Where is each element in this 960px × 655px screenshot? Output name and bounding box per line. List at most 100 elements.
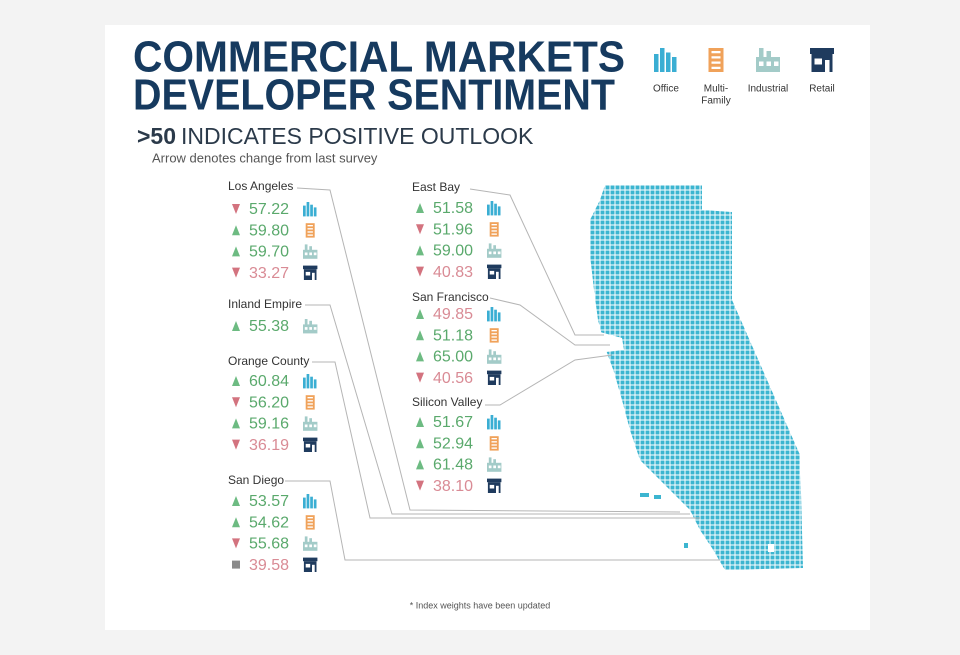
icon-part xyxy=(309,424,312,428)
icon-part xyxy=(313,544,317,548)
island xyxy=(654,495,661,499)
icon-part xyxy=(487,370,502,375)
icon-part xyxy=(493,357,496,361)
icon-part xyxy=(711,61,721,64)
sector-icon xyxy=(487,478,502,493)
icon-part xyxy=(489,270,495,275)
sector-icon xyxy=(303,557,318,572)
sector-icon xyxy=(654,48,677,72)
region-name: Silicon Valley xyxy=(412,395,482,409)
sector-icon xyxy=(489,328,499,343)
arrow-up xyxy=(416,438,424,449)
icon-part xyxy=(313,252,317,256)
icon-part xyxy=(309,538,312,543)
icon-part xyxy=(711,56,721,59)
arrow-up xyxy=(416,417,424,427)
arrow-down xyxy=(232,439,240,450)
icon-part xyxy=(496,377,499,385)
icon-part xyxy=(494,203,497,216)
icon-part xyxy=(303,561,317,572)
icon-part xyxy=(304,536,308,543)
legend-label: Retail xyxy=(809,84,835,95)
icon-part xyxy=(304,424,308,428)
region-name: San Diego xyxy=(228,473,284,487)
icon-part xyxy=(711,51,721,54)
arrow-up xyxy=(416,203,424,213)
icon-part xyxy=(305,271,311,276)
lake xyxy=(768,544,774,552)
icon-part xyxy=(310,496,313,509)
icon-part xyxy=(307,397,313,399)
legend-label: Industrial xyxy=(748,84,789,95)
region-name: Orange County xyxy=(228,354,309,368)
icon-part xyxy=(491,339,497,341)
icon-part xyxy=(303,377,306,389)
icon-part xyxy=(303,437,318,442)
icon-part xyxy=(304,244,308,251)
icon-part xyxy=(488,243,492,250)
region-name: Inland Empire xyxy=(228,297,302,311)
arrow-down xyxy=(232,397,240,408)
icon-part xyxy=(305,395,315,410)
icon-part xyxy=(493,245,496,250)
sector-icon xyxy=(487,457,502,472)
sentiment-value: 49.85 xyxy=(433,306,473,323)
subtitle-emphasis: >50 xyxy=(137,123,176,149)
island xyxy=(640,493,649,497)
icon-part xyxy=(487,482,501,493)
sector-icon xyxy=(303,202,317,217)
arrow-up xyxy=(232,321,240,331)
arrow-up xyxy=(232,225,240,236)
arrow-up xyxy=(232,517,240,528)
icon-part xyxy=(305,563,311,568)
icon-part xyxy=(309,544,312,548)
sentiment-value: 54.62 xyxy=(249,514,289,531)
leader-lines xyxy=(285,187,720,561)
icon-part xyxy=(491,224,497,226)
arrow-up xyxy=(232,246,240,257)
icon-part xyxy=(489,376,495,381)
icon-part xyxy=(491,330,497,332)
arrow-down xyxy=(416,372,424,383)
icon-part xyxy=(487,204,490,216)
icon-part xyxy=(306,494,310,509)
arrow-flat xyxy=(232,560,240,569)
icon-part xyxy=(304,319,308,326)
sentiment-value: 59.16 xyxy=(249,416,289,433)
arrow-down xyxy=(416,266,424,277)
icon-part xyxy=(306,202,310,217)
icon-part xyxy=(303,441,317,452)
icon-part xyxy=(491,336,497,338)
icon-part xyxy=(309,320,312,326)
sentiment-value: 65.00 xyxy=(433,349,473,366)
icon-part xyxy=(491,441,497,443)
arrow-up xyxy=(416,330,424,341)
icon-part xyxy=(774,61,779,66)
leader-line xyxy=(485,354,613,406)
icon-part xyxy=(493,459,496,464)
icon-part xyxy=(497,206,501,216)
legend-label: Family xyxy=(701,96,730,107)
icon-part xyxy=(497,420,501,430)
sector-icon xyxy=(708,48,724,72)
sector-icon xyxy=(487,370,502,385)
leader-line xyxy=(312,361,700,519)
sector-icon xyxy=(487,243,502,258)
icon-part xyxy=(310,376,313,389)
sentiment-value: 59.80 xyxy=(249,222,289,239)
icon-part xyxy=(304,252,308,256)
icon-part xyxy=(497,251,501,255)
map-shape xyxy=(590,185,803,570)
icon-part xyxy=(494,309,497,322)
sector-icon xyxy=(303,265,318,280)
california-map xyxy=(590,185,803,570)
island xyxy=(684,543,688,548)
icon-part xyxy=(810,48,834,54)
icon-part xyxy=(491,227,497,229)
leader-line xyxy=(305,304,690,515)
sector-icon xyxy=(305,223,315,238)
arrow-up xyxy=(232,376,240,386)
arrow-down xyxy=(416,480,424,491)
icon-part xyxy=(304,327,308,330)
icon-part xyxy=(488,349,492,356)
